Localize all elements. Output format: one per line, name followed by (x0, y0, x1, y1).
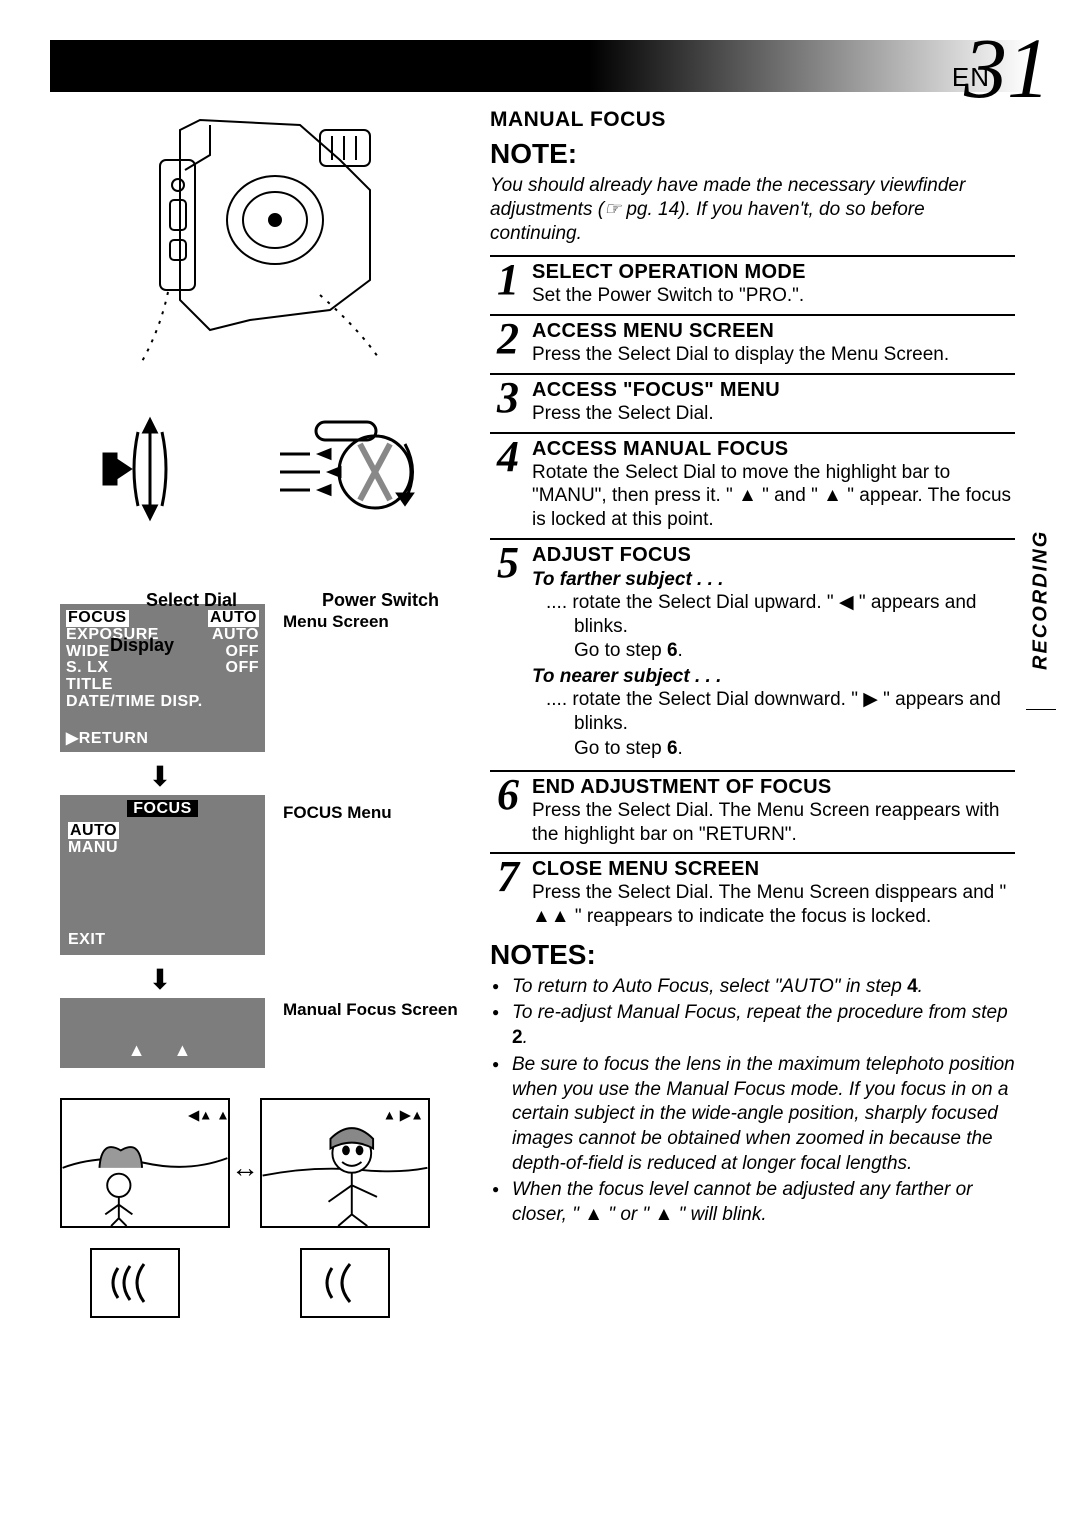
power-switch-label: Power Switch (322, 590, 439, 611)
step: 3ACCESS "FOCUS" MENUPress the Select Dia… (490, 379, 1015, 426)
menu-screen-label: Menu Screen (283, 612, 389, 632)
down-arrow-icon: ⬇ (100, 963, 220, 996)
focus-menu-display: FOCUSAUTOMANUEXIT (60, 795, 265, 955)
display-label: Display (110, 635, 174, 656)
note-body: You should already have made the necessa… (490, 174, 1015, 245)
near-subject-illustration: ▲ ▶▲ (260, 1098, 430, 1228)
manual-focus-display: ▲ ▲ (60, 998, 265, 1068)
manual-focus-label: Manual Focus Screen (283, 1000, 458, 1020)
camera-illustration (60, 100, 420, 420)
lens-far-icon (90, 1248, 180, 1318)
note-item: Be sure to focus the lens in the maximum… (490, 1053, 1015, 1176)
step: 4ACCESS MANUAL FOCUSRotate the Select Di… (490, 438, 1015, 532)
svg-text:▲ ▶▲: ▲ ▶▲ (383, 1107, 424, 1122)
note-item: To re-adjust Manual Focus, repeat the pr… (490, 1001, 1015, 1050)
note-item: When the focus level cannot be adjusted … (490, 1178, 1015, 1227)
step: 7CLOSE MENU SCREENPress the Select Dial.… (490, 858, 1015, 929)
step: 1SELECT OPERATION MODESet the Power Swit… (490, 261, 1015, 308)
select-dial-icon (90, 414, 230, 524)
power-switch-icon (270, 414, 420, 524)
notes-heading: NOTES: (490, 939, 1015, 971)
far-subject-illustration: ◀▲ ▲ (60, 1098, 230, 1228)
step: 6END ADJUSTMENT OF FOCUSPress the Select… (490, 776, 1015, 847)
step: 2ACCESS MENU SCREENPress the Select Dial… (490, 320, 1015, 367)
focus-menu-label: FOCUS Menu (283, 803, 392, 823)
svg-text:◀▲ ▲: ◀▲ ▲ (188, 1107, 228, 1122)
step: 5ADJUST FOCUSTo farther subject . . ....… (490, 544, 1015, 764)
section-tab: RECORDING (1026, 490, 1056, 710)
notes-list: To return to Auto Focus, select "AUTO" i… (490, 975, 1015, 1228)
select-dial-label: Select Dial (146, 590, 237, 611)
page-number: 31 (964, 18, 1050, 118)
note-heading: NOTE: (490, 138, 1015, 170)
menu-screen-display: FOCUSAUTOEXPOSUREAUTOWIDEOFFS. LXOFFTITL… (60, 604, 265, 752)
lens-near-icon (300, 1248, 390, 1318)
section-title: MANUAL FOCUS (490, 108, 1015, 132)
header-gradient (50, 40, 1030, 92)
down-arrow-icon: ⬇ (100, 760, 220, 793)
note-item: To return to Auto Focus, select "AUTO" i… (490, 975, 1015, 1000)
